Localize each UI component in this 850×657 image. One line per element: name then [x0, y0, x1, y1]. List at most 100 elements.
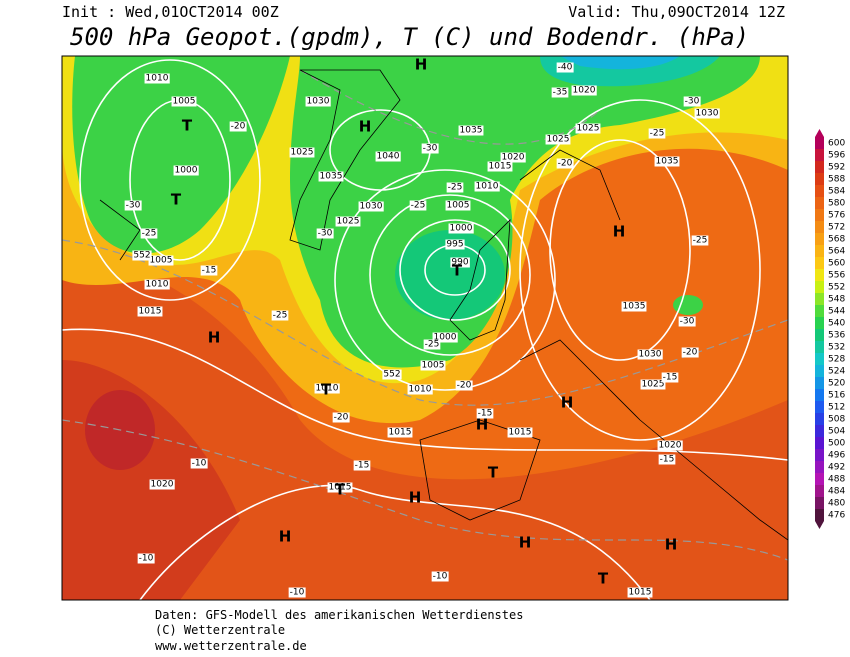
text-pressure-label: 1015 [389, 428, 412, 438]
pressure-label-box [575, 123, 601, 134]
pressure-label-box [654, 156, 680, 167]
colorbar-cell [815, 341, 824, 353]
text-pressure-label: 1020 [151, 480, 174, 490]
colorbar-cell [815, 425, 824, 437]
colorbar-cell [815, 389, 824, 401]
text-temperature-label: -25 [650, 129, 665, 139]
pressure-symbol: T [598, 570, 609, 588]
colorbar-cell [815, 353, 824, 365]
text-temperature-label: -20 [683, 348, 698, 358]
text-temperature-label: -10 [192, 459, 207, 469]
pressure-label-box [621, 301, 647, 312]
colorbar-label: 528 [828, 355, 845, 365]
text-pressure-label: 1015 [329, 483, 352, 493]
valid-time: Valid: Thu,09OCT2014 12Z [568, 3, 785, 21]
text-pressure-label: 1000 [434, 333, 457, 343]
colorbar-cell [815, 473, 824, 485]
temperature-label-box [316, 228, 334, 239]
temperature-label-box [190, 458, 208, 469]
colorbar-label: 596 [828, 151, 845, 161]
text-pressure-label: 1040 [377, 152, 400, 162]
temperature-label-box [137, 553, 155, 564]
temperature-label-box [353, 460, 371, 471]
temperature-label-box [556, 62, 574, 73]
temperature-label-box [455, 380, 473, 391]
temperature-label-box [140, 228, 158, 239]
colorbar-cell [815, 329, 824, 341]
text-pressure-label: 1010 [146, 280, 169, 290]
text-temperature-label: -30 [126, 201, 141, 211]
pressure-label-box [171, 96, 197, 107]
text-temperature-label: -25 [273, 311, 288, 321]
pressure-label-box [450, 257, 470, 268]
colorbar-label: 572 [828, 223, 845, 233]
temperature-label-box [661, 372, 679, 383]
temperature-label-box [421, 143, 439, 154]
pressure-label-box [358, 201, 384, 212]
pressure-label-box [144, 279, 170, 290]
text-pressure-label: 1010 [146, 74, 169, 84]
pressure-symbol: H [665, 536, 678, 554]
pressure-label-box [445, 239, 465, 250]
colorbar-label: 524 [828, 367, 845, 377]
pressure-label-box [335, 216, 361, 227]
colorbar-cell [815, 413, 824, 425]
temperature-label-box [332, 412, 350, 423]
text-pressure-label: 1010 [409, 385, 432, 395]
colorbar-label: 600 [828, 139, 845, 149]
text-pressure-label: 995 [446, 240, 463, 250]
text-pressure-label: 1010 [476, 182, 499, 192]
colorbar-label: 508 [828, 415, 845, 425]
map-title: 500 hPa Geopot.(gpdm), T (C) und Bodendr… [70, 23, 749, 51]
pressure-label-box [657, 440, 683, 451]
text-temperature-label: 552 [383, 370, 400, 380]
pressure-label-box [432, 332, 458, 343]
temperature-label-box [271, 310, 289, 321]
text-pressure-label: 1015 [629, 588, 652, 598]
text-temperature-label: -20 [334, 413, 349, 423]
colorbar-label: 552 [828, 283, 845, 293]
text-pressure-label: 1005 [173, 97, 196, 107]
text-pressure-label: 1035 [460, 126, 483, 136]
pressure-symbol: H [476, 416, 489, 434]
colorbar-cell [815, 509, 824, 521]
init-time: Init : Wed,01OCT2014 00Z [62, 3, 279, 21]
colorbar-label: 480 [828, 499, 845, 509]
colorbar-label: 488 [828, 475, 845, 485]
pressure-label-box [375, 151, 401, 162]
colorbar-label: 532 [828, 343, 845, 353]
text-pressure-label: 1000 [450, 224, 473, 234]
text-pressure-label: 1005 [422, 361, 445, 371]
text-pressure-label: 1005 [150, 256, 173, 266]
text-pressure-label: 1025 [337, 217, 360, 227]
pressure-symbol: T [335, 481, 346, 499]
colorbar-label: 500 [828, 439, 845, 449]
pressure-label-box [387, 427, 413, 438]
pressure-label-box [545, 134, 571, 145]
pressure-symbol: T [321, 381, 332, 399]
pressure-symbol: T [182, 117, 193, 135]
text-temperature-label: -25 [448, 183, 463, 193]
pressure-label-box [305, 96, 331, 107]
temperature-label-box [288, 587, 306, 598]
text-temperature-label: -10 [433, 572, 448, 582]
pressure-label-box [173, 165, 199, 176]
colorbar-label: 476 [828, 511, 845, 521]
text-temperature-label: -25 [693, 236, 708, 246]
text-pressure-label: 1035 [623, 302, 646, 312]
colorbar-cell [815, 317, 824, 329]
pressure-symbol: H [519, 534, 532, 552]
pressure-label-box [500, 152, 526, 163]
colorbar-label: 588 [828, 175, 845, 185]
pressure-label-box [144, 73, 170, 84]
text-pressure-label: 1020 [573, 86, 596, 96]
text-pressure-label: 1025 [642, 380, 665, 390]
pressure-label-box [571, 85, 597, 96]
text-pressure-label: 1030 [307, 97, 330, 107]
text-pressure-label: 1030 [639, 350, 662, 360]
text-pressure-label: 1030 [360, 202, 383, 212]
temperature-label-box [409, 200, 427, 211]
text-pressure-label: 1030 [696, 109, 719, 119]
text-temperature-label: -15 [355, 461, 370, 471]
colorbar-cap-top [815, 129, 824, 137]
